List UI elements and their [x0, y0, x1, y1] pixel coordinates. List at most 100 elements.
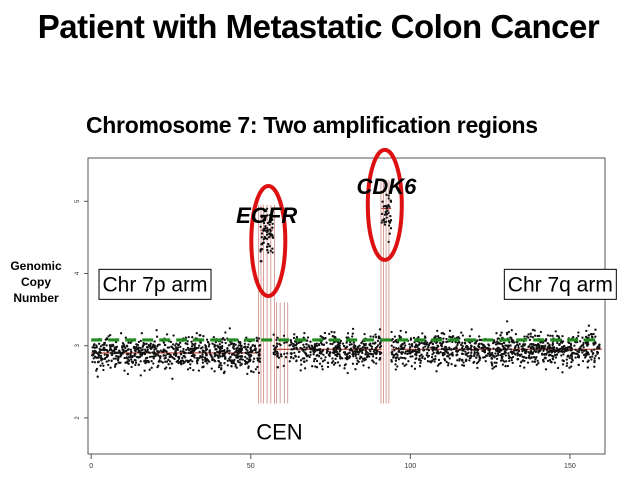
data-point [448, 335, 451, 338]
data-point [224, 341, 227, 345]
data-point [495, 354, 498, 358]
data-point [91, 354, 94, 357]
data-point [434, 357, 437, 361]
data-point [268, 228, 272, 231]
data-point [395, 346, 398, 350]
data-point [387, 240, 390, 244]
data-point [102, 364, 105, 367]
data-point [549, 350, 553, 353]
data-point [445, 349, 448, 352]
data-point [529, 335, 532, 338]
data-point [354, 352, 357, 355]
data-point [487, 352, 491, 355]
data-point [475, 339, 479, 342]
data-point [245, 336, 248, 339]
data-point [432, 351, 435, 355]
data-point [472, 361, 475, 364]
data-point [254, 347, 257, 350]
data-point [197, 369, 201, 372]
data-point [577, 356, 581, 359]
data-point [240, 363, 243, 366]
data-point [591, 352, 595, 356]
data-point [324, 337, 327, 340]
data-point [460, 331, 463, 334]
data-point [570, 346, 573, 349]
data-point [230, 365, 233, 368]
data-point [523, 335, 526, 338]
data-point [195, 347, 198, 350]
data-point [187, 351, 190, 355]
data-point [558, 343, 561, 347]
data-point [436, 345, 440, 348]
data-point [239, 358, 243, 361]
data-point [91, 360, 94, 364]
data-point [361, 357, 365, 360]
data-point [384, 210, 387, 214]
data-point [423, 335, 427, 338]
data-point [236, 359, 240, 363]
data-point [274, 350, 277, 353]
data-point [228, 327, 231, 330]
data-point [396, 365, 399, 368]
data-point [266, 245, 269, 248]
data-point [286, 352, 289, 355]
data-point [272, 333, 275, 336]
data-point [255, 339, 259, 342]
data-point [260, 242, 263, 246]
data-point [439, 351, 442, 354]
gene-label-egfr: EGFR [236, 203, 297, 228]
data-point [452, 347, 455, 351]
data-point [184, 336, 187, 339]
data-point [191, 360, 194, 363]
data-point [338, 364, 341, 367]
y-tick-label: 5 [75, 199, 81, 203]
data-point [134, 359, 137, 362]
data-point [523, 349, 527, 352]
data-point [246, 346, 249, 349]
data-point [230, 342, 234, 345]
data-point [401, 351, 405, 354]
data-point [224, 331, 227, 334]
data-point [392, 356, 395, 359]
data-point [525, 356, 528, 360]
data-point [244, 355, 247, 359]
data-point [396, 353, 399, 357]
data-point [546, 342, 549, 345]
data-point [273, 348, 276, 351]
data-point [172, 353, 176, 356]
data-point [519, 364, 522, 368]
data-point [553, 361, 557, 364]
data-point [124, 349, 128, 353]
data-point [267, 251, 270, 254]
data-point [193, 356, 196, 359]
data-point [267, 236, 271, 239]
data-point [583, 356, 587, 359]
data-point [574, 356, 577, 359]
data-point [199, 347, 203, 350]
data-point [219, 361, 222, 365]
data-point [582, 349, 586, 352]
data-point [531, 351, 534, 355]
data-point [435, 351, 438, 354]
data-point [116, 355, 120, 358]
data-point [593, 357, 596, 360]
data-point [422, 348, 426, 352]
data-point [208, 343, 211, 346]
data-point [388, 190, 391, 194]
data-point [260, 232, 264, 235]
data-point [302, 357, 306, 360]
data-point [542, 359, 545, 362]
data-point [556, 341, 559, 345]
data-point [99, 357, 103, 360]
data-point [152, 357, 155, 360]
data-point [245, 351, 248, 355]
data-point [418, 349, 421, 352]
data-point [501, 355, 504, 358]
data-point [536, 343, 540, 346]
data-point [240, 347, 244, 350]
data-point [120, 351, 124, 355]
data-point [95, 344, 98, 347]
data-point [117, 351, 120, 354]
data-point [501, 363, 505, 366]
data-point [313, 342, 317, 346]
